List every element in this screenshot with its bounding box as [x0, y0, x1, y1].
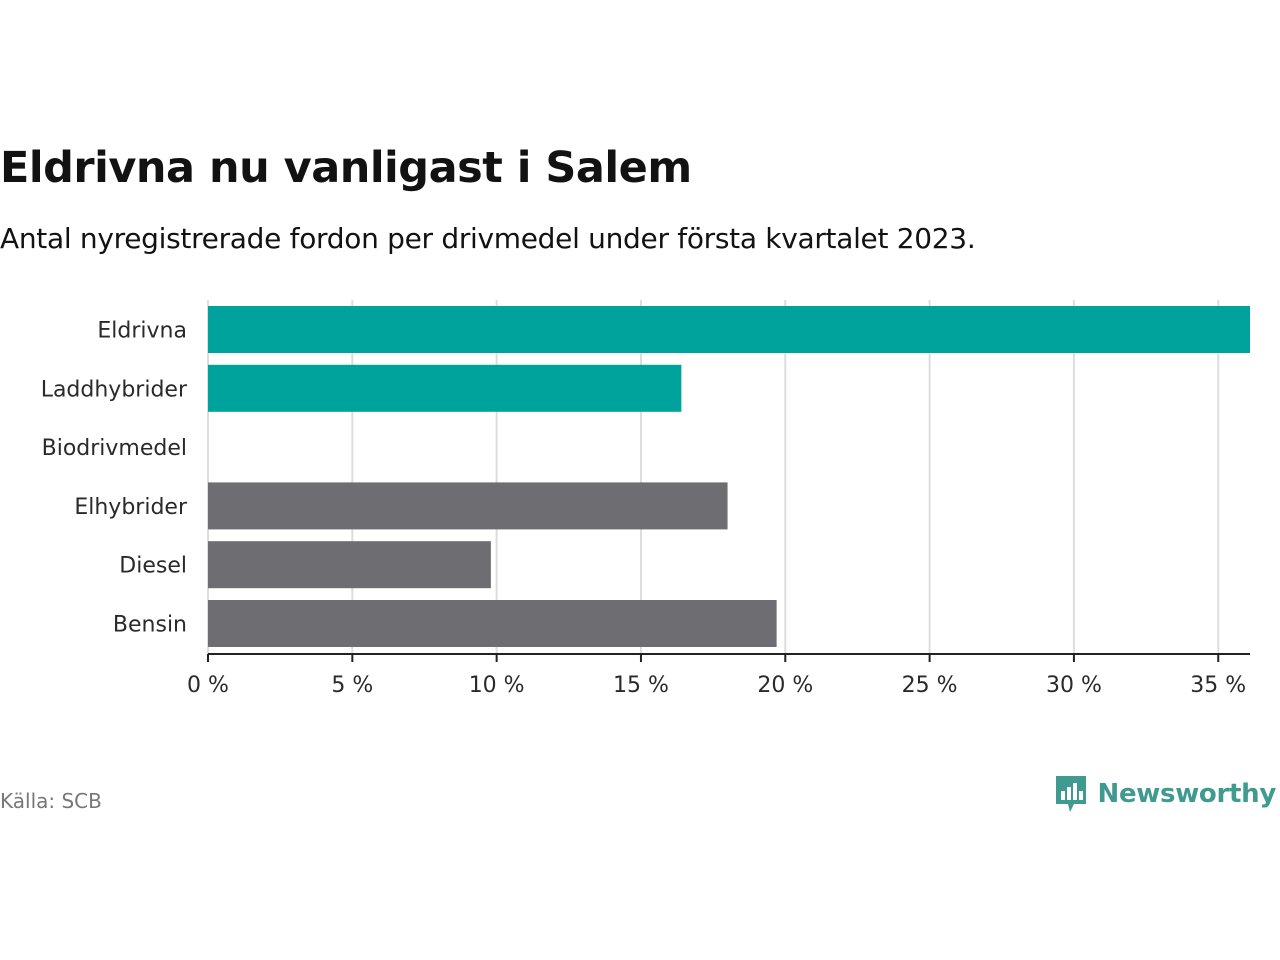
bar-diesel — [208, 541, 491, 589]
category-label: Laddhybrider — [41, 377, 188, 402]
category-label: Biodrivmedel — [42, 436, 187, 461]
bar-eldrivna — [208, 306, 1250, 353]
x-tick-label: 35 % — [1190, 673, 1246, 698]
grid-lines — [207, 300, 1220, 654]
source-note: Källa: SCB — [0, 789, 102, 813]
bar-bensin — [208, 600, 777, 647]
category-label: Elhybrider — [74, 495, 188, 520]
brand-name: Newsworthy — [1097, 779, 1277, 809]
bars — [208, 306, 1250, 647]
x-tick-label: 25 % — [902, 673, 958, 698]
x-axis: 0 % 5 % 10 % 15 % 20 % 25 % 30 % 35 % — [187, 653, 1250, 698]
chart-title: Eldrivna nu vanligast i Salem — [0, 143, 692, 193]
bar-elhybrider — [208, 482, 728, 530]
bar-chart: Eldrivna Laddhybrider Biodrivmedel Elhybrid… — [41, 300, 1250, 698]
category-label: Eldrivna — [97, 319, 187, 344]
x-tick-label: 30 % — [1046, 673, 1102, 698]
chart-subtitle: Antal nyregistrerade fordon per drivmede… — [0, 222, 976, 255]
x-tick-label: 15 % — [613, 673, 669, 698]
bar-laddhybrider — [208, 364, 682, 412]
x-tick-label: 0 % — [187, 673, 229, 698]
newsworthy-logo-icon — [1055, 776, 1086, 812]
brand-logo: Newsworthy — [1054, 774, 1276, 814]
x-tick-label: 20 % — [757, 673, 813, 698]
category-label: Diesel — [119, 554, 187, 579]
x-tick-label: 10 % — [469, 673, 525, 698]
x-tick-label: 5 % — [331, 673, 373, 698]
category-labels: Eldrivna Laddhybrider Biodrivmedel Elhybrid… — [41, 319, 188, 638]
category-label: Bensin — [113, 613, 187, 638]
